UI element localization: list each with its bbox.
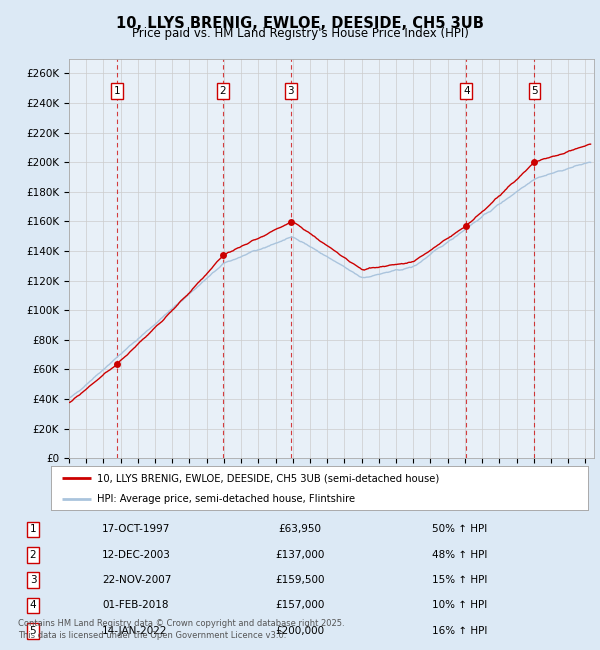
Text: 2: 2: [220, 86, 226, 96]
Text: 10, LLYS BRENIG, EWLOE, DEESIDE, CH5 3UB: 10, LLYS BRENIG, EWLOE, DEESIDE, CH5 3UB: [116, 16, 484, 31]
Text: 4: 4: [29, 601, 37, 610]
Text: 3: 3: [29, 575, 37, 585]
Text: £159,500: £159,500: [275, 575, 325, 585]
Text: HPI: Average price, semi-detached house, Flintshire: HPI: Average price, semi-detached house,…: [97, 494, 355, 504]
Text: 15% ↑ HPI: 15% ↑ HPI: [432, 575, 487, 585]
Text: 4: 4: [463, 86, 470, 96]
Text: 1: 1: [114, 86, 121, 96]
Text: 1: 1: [29, 525, 37, 534]
Text: 14-JAN-2022: 14-JAN-2022: [102, 626, 167, 636]
Text: 48% ↑ HPI: 48% ↑ HPI: [432, 550, 487, 560]
Text: 16% ↑ HPI: 16% ↑ HPI: [432, 626, 487, 636]
Text: £63,950: £63,950: [278, 525, 322, 534]
Text: 50% ↑ HPI: 50% ↑ HPI: [432, 525, 487, 534]
Text: 22-NOV-2007: 22-NOV-2007: [102, 575, 172, 585]
Text: 10, LLYS BRENIG, EWLOE, DEESIDE, CH5 3UB (semi-detached house): 10, LLYS BRENIG, EWLOE, DEESIDE, CH5 3UB…: [97, 473, 439, 484]
Text: 01-FEB-2018: 01-FEB-2018: [102, 601, 169, 610]
Text: £137,000: £137,000: [275, 550, 325, 560]
Text: £157,000: £157,000: [275, 601, 325, 610]
Text: 10% ↑ HPI: 10% ↑ HPI: [432, 601, 487, 610]
Text: 12-DEC-2003: 12-DEC-2003: [102, 550, 171, 560]
Text: 5: 5: [29, 626, 37, 636]
Text: 3: 3: [287, 86, 294, 96]
Text: Price paid vs. HM Land Registry's House Price Index (HPI): Price paid vs. HM Land Registry's House …: [131, 27, 469, 40]
Text: Contains HM Land Registry data © Crown copyright and database right 2025.
This d: Contains HM Land Registry data © Crown c…: [18, 619, 344, 640]
Text: £200,000: £200,000: [275, 626, 325, 636]
Text: 17-OCT-1997: 17-OCT-1997: [102, 525, 170, 534]
Text: 5: 5: [531, 86, 538, 96]
Text: 2: 2: [29, 550, 37, 560]
